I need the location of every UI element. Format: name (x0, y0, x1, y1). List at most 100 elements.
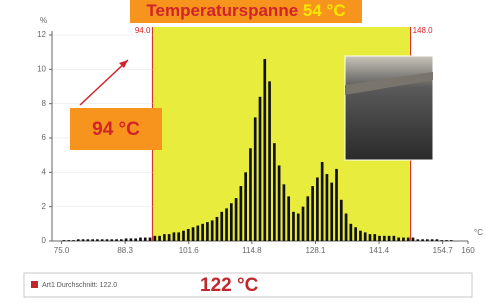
y-tick-label: 8 (42, 99, 47, 108)
bar (440, 240, 443, 241)
bar (168, 234, 171, 241)
bar (311, 186, 314, 241)
bar (273, 143, 276, 241)
y-tick-label: 4 (42, 167, 47, 176)
bar (302, 207, 305, 241)
y-tick-label: 12 (37, 30, 46, 39)
bar (426, 239, 429, 241)
bar (197, 226, 200, 241)
bar (201, 224, 204, 241)
bar (173, 232, 176, 241)
x-tick-label: 101.6 (179, 246, 200, 255)
bar (225, 208, 228, 241)
bar (115, 239, 118, 241)
bar (220, 212, 223, 241)
bar (397, 238, 400, 241)
bar (249, 148, 252, 241)
bar (192, 227, 195, 241)
bar (125, 238, 128, 241)
bar (283, 184, 286, 241)
bar (244, 172, 247, 241)
bar (350, 224, 353, 241)
bar (134, 238, 137, 241)
bar (187, 229, 190, 241)
bar (326, 174, 329, 241)
bar (72, 240, 75, 241)
bar (106, 239, 109, 241)
bar (450, 240, 453, 241)
bar (316, 177, 319, 241)
x-tick-label: 160 (461, 246, 475, 255)
highlight-label: 148.0 (413, 26, 434, 35)
bar (292, 212, 295, 241)
bar (388, 236, 391, 241)
chart-title: Temperaturspanne 54 °C (146, 1, 345, 20)
bar (373, 234, 376, 241)
bar (287, 196, 290, 241)
bar (216, 217, 219, 241)
bar (130, 238, 133, 241)
bar (254, 117, 257, 241)
bar (230, 203, 233, 241)
bar (182, 231, 185, 241)
x-tick-label: 114.8 (242, 246, 262, 255)
y-tick-label: 0 (42, 236, 47, 245)
legend-swatch (31, 281, 38, 288)
bar (63, 240, 66, 241)
bar (378, 236, 381, 241)
bar (101, 239, 104, 241)
bar (278, 165, 281, 241)
x-tick-label: 141.4 (369, 246, 390, 255)
bar (259, 97, 262, 241)
bar (364, 232, 367, 241)
bar (416, 239, 419, 241)
bar (263, 59, 266, 241)
bar (436, 239, 439, 241)
x-tick-label: 154.7 (433, 246, 454, 255)
bar (354, 227, 357, 241)
y-tick-label: 2 (42, 202, 47, 211)
bar (359, 231, 362, 241)
bar (421, 239, 424, 241)
bar (110, 239, 113, 241)
bar (330, 183, 333, 241)
bar (402, 238, 405, 241)
chart: 94.0148.0024681012%75.088.3101.6114.8128… (0, 0, 486, 303)
bar (91, 239, 94, 241)
bar (393, 236, 396, 241)
bar (235, 198, 238, 241)
bar (87, 239, 90, 241)
x-tick-label: 128.1 (305, 246, 326, 255)
bar (67, 240, 70, 241)
legend-value: 122 °C (200, 275, 259, 296)
bar (149, 238, 152, 241)
bar (153, 236, 156, 241)
bar (82, 239, 85, 241)
title-text: Temperaturspanne (146, 1, 303, 20)
bar (383, 236, 386, 241)
bar (144, 238, 147, 241)
bar (177, 232, 180, 241)
y-tick-label: 10 (37, 64, 46, 73)
bar (335, 169, 338, 241)
bar (306, 196, 309, 241)
bar (240, 186, 243, 241)
bar (369, 234, 372, 241)
bar (163, 234, 166, 241)
bar (340, 200, 343, 241)
bar (77, 239, 80, 241)
bar (211, 220, 214, 241)
bar (431, 239, 434, 241)
bar (96, 239, 99, 241)
x-tick-label: 88.3 (117, 246, 133, 255)
bar (407, 238, 410, 241)
annotation: 94 °C (92, 119, 140, 140)
bar (412, 238, 415, 241)
bar (268, 81, 271, 241)
highlight-label: 94.0 (135, 26, 151, 35)
bar (158, 236, 161, 241)
bar (120, 239, 123, 241)
title-highlight: 54 °C (303, 1, 346, 20)
x-axis-label: °C (474, 228, 483, 237)
bar (139, 238, 142, 241)
